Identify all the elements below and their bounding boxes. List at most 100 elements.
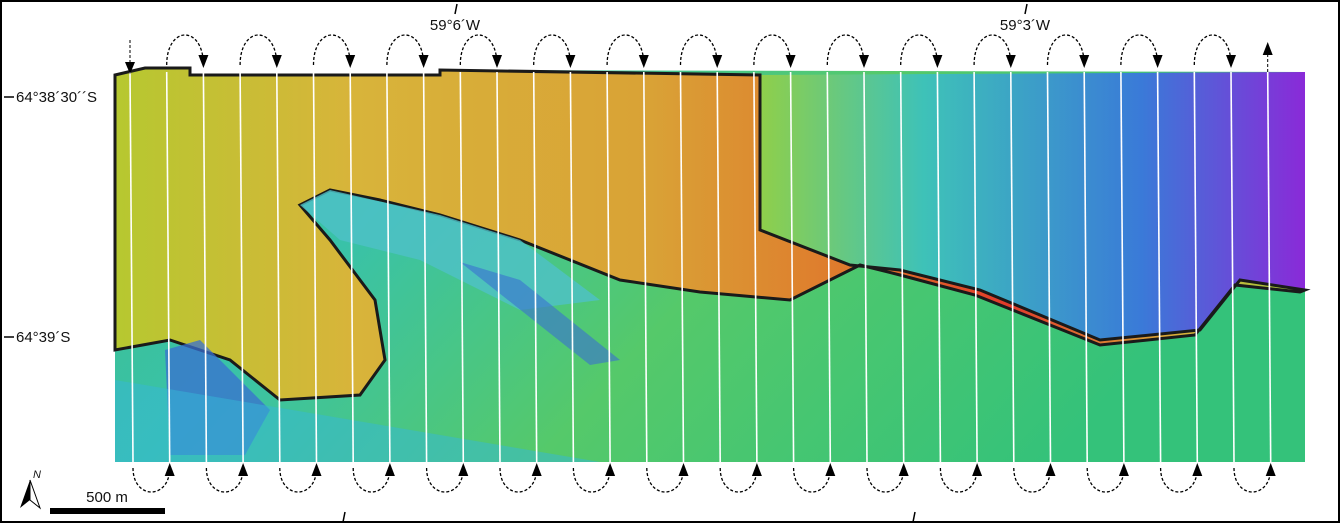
map-surface [113,66,1311,462]
track-line [679,71,685,463]
turn-arrow [932,55,943,68]
turn-arrow [606,34,645,66]
turn-arrow [239,34,278,66]
track-line [239,71,244,463]
turn-arrow [352,467,391,493]
turn-arrow [533,34,572,66]
track-line [1083,71,1088,463]
track-line [276,71,281,463]
turn-arrow [605,463,616,476]
turn-arrow [1233,467,1272,493]
turn-arrow [311,463,322,476]
latitude-label: 64°38´30´´S [16,89,97,106]
turn-arrow [166,34,205,66]
turn-arrow [785,55,796,68]
turn-arrow [572,467,611,493]
survey-tracks [125,34,1276,493]
track-line [1230,71,1235,463]
turn-arrow [1226,55,1236,68]
turn-arrow [900,34,939,66]
track-line [532,71,538,463]
turn-arrow [384,463,395,476]
north-label: N [33,469,41,481]
track-line [496,71,501,463]
turn-arrow [973,34,1012,66]
turn-arrow [1193,34,1232,66]
turn-arrow [492,55,502,68]
track-line [312,71,318,463]
turn-arrow [679,34,718,66]
track-line [1046,71,1052,463]
turn-arrow [866,467,905,493]
turn-arrow [386,34,425,66]
turn-arrow [132,467,171,493]
track-line [899,71,905,463]
turn-arrow [531,463,542,476]
graticule-ticks [4,3,1028,523]
turn-arrow [205,467,244,493]
track-line [165,71,171,463]
turn-arrow [459,34,498,66]
track-line [643,71,648,463]
track-line [863,71,868,463]
turn-arrow [1262,42,1273,55]
track-line [1010,71,1015,463]
turn-arrow [859,55,869,68]
track-line [422,71,428,463]
turn-arrow [646,467,685,493]
longitude-label: 59°6´W [430,17,481,34]
turn-arrow [279,467,318,493]
track-line [129,71,134,463]
turn-arrow [164,463,175,476]
latitude-label: 64°39´S [16,329,70,346]
turn-arrow [1192,463,1203,476]
turn-arrow [238,463,249,476]
track-line [1266,71,1272,463]
track-line [1156,71,1162,463]
track-line [1120,71,1125,463]
turn-arrow [1265,463,1276,476]
turn-arrow [712,55,723,68]
turn-arrow [499,467,538,493]
track-line [386,71,391,463]
turn-arrow [826,34,865,66]
track-line [606,71,611,463]
track-line [973,71,978,463]
turn-arrow [125,62,135,74]
turn-arrow [1013,467,1052,493]
turn-arrow [753,34,792,66]
scale-label: 500 m [86,489,128,506]
turn-arrow [751,463,762,476]
turn-arrow [271,55,282,68]
turn-arrow [1046,34,1085,66]
scale-bar [50,508,165,514]
turn-arrow [458,463,469,476]
turn-arrow [898,463,909,476]
track-line [789,71,795,463]
turn-arrow [1152,55,1163,68]
turn-arrow [1159,467,1198,493]
track-line [1193,71,1199,463]
track-line [753,71,758,463]
turn-arrow [825,463,836,476]
track-line [569,71,575,463]
north-arrow: N [20,469,42,510]
turn-arrow [312,34,351,66]
turn-arrow [1045,463,1056,476]
turn-arrow [678,463,689,476]
track-line [202,71,208,463]
turn-arrow [565,55,576,68]
turn-arrow [972,463,983,476]
turn-arrow [939,467,978,493]
track-line [349,71,354,463]
track-line [936,71,942,463]
turn-arrow [1086,467,1125,493]
turn-arrow [792,467,831,493]
turn-arrow [1118,463,1129,476]
turn-arrow [719,467,758,493]
longitude-label: 59°3´W [1000,17,1051,34]
track-line [716,71,721,463]
turn-arrow [1005,55,1016,68]
